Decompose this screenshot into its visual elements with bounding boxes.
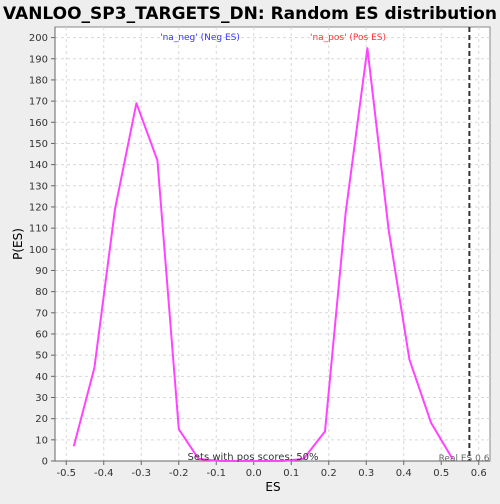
x-tick-label: 0.5 — [433, 468, 449, 479]
y-tick-label: 20 — [35, 414, 48, 425]
x-tick-label: -0.5 — [56, 468, 76, 479]
y-tick-label: 190 — [29, 54, 48, 65]
y-tick-label: 90 — [35, 266, 48, 277]
y-tick-label: 100 — [29, 245, 48, 256]
pos-scores-text: Sets with pos scores: 50% — [188, 452, 319, 463]
y-tick-label: 50 — [35, 351, 48, 362]
x-tick-label: 0.1 — [283, 468, 299, 479]
y-tick-label: 0 — [42, 457, 48, 468]
x-tick-label: 0.2 — [321, 468, 337, 479]
y-tick-label: 140 — [29, 160, 48, 171]
x-tick-label: 0.4 — [396, 468, 412, 479]
x-tick-label: -0.2 — [169, 468, 189, 479]
neg-es-label: 'na_neg' (Neg ES) — [160, 33, 240, 43]
plot-area — [55, 27, 490, 461]
real-es-label: Real ES 0.6 — [439, 454, 490, 464]
x-tick-label: -0.4 — [94, 468, 114, 479]
y-tick-label: 80 — [35, 287, 48, 298]
y-tick-label: 130 — [29, 181, 48, 192]
pos-es-label: 'na_pos' (Pos ES) — [310, 33, 386, 43]
x-tick-label: 0.3 — [358, 468, 374, 479]
y-tick-label: 180 — [29, 75, 48, 86]
y-tick-label: 160 — [29, 118, 48, 129]
chart-title: VANLOO_SP3_TARGETS_DN: Random ES distrib… — [3, 4, 497, 24]
y-tick-label: 200 — [29, 33, 48, 44]
x-tick-label: 0.0 — [246, 468, 262, 479]
y-tick-label: 70 — [35, 308, 48, 319]
y-tick-label: 150 — [29, 139, 48, 150]
x-tick-label: 0.6 — [471, 468, 487, 479]
y-tick-label: 110 — [29, 224, 48, 235]
y-tick-label: 120 — [29, 202, 48, 213]
x-axis-label: ES — [265, 480, 280, 494]
x-tick-label: -0.1 — [206, 468, 226, 479]
y-axis-label: P(ES) — [11, 228, 25, 260]
x-tick-label: -0.3 — [131, 468, 151, 479]
y-tick-label: 60 — [35, 329, 48, 340]
y-tick-label: 40 — [35, 372, 48, 383]
y-tick-label: 170 — [29, 97, 48, 108]
y-tick-label: 10 — [35, 435, 48, 446]
y-tick-label: 30 — [35, 393, 48, 404]
